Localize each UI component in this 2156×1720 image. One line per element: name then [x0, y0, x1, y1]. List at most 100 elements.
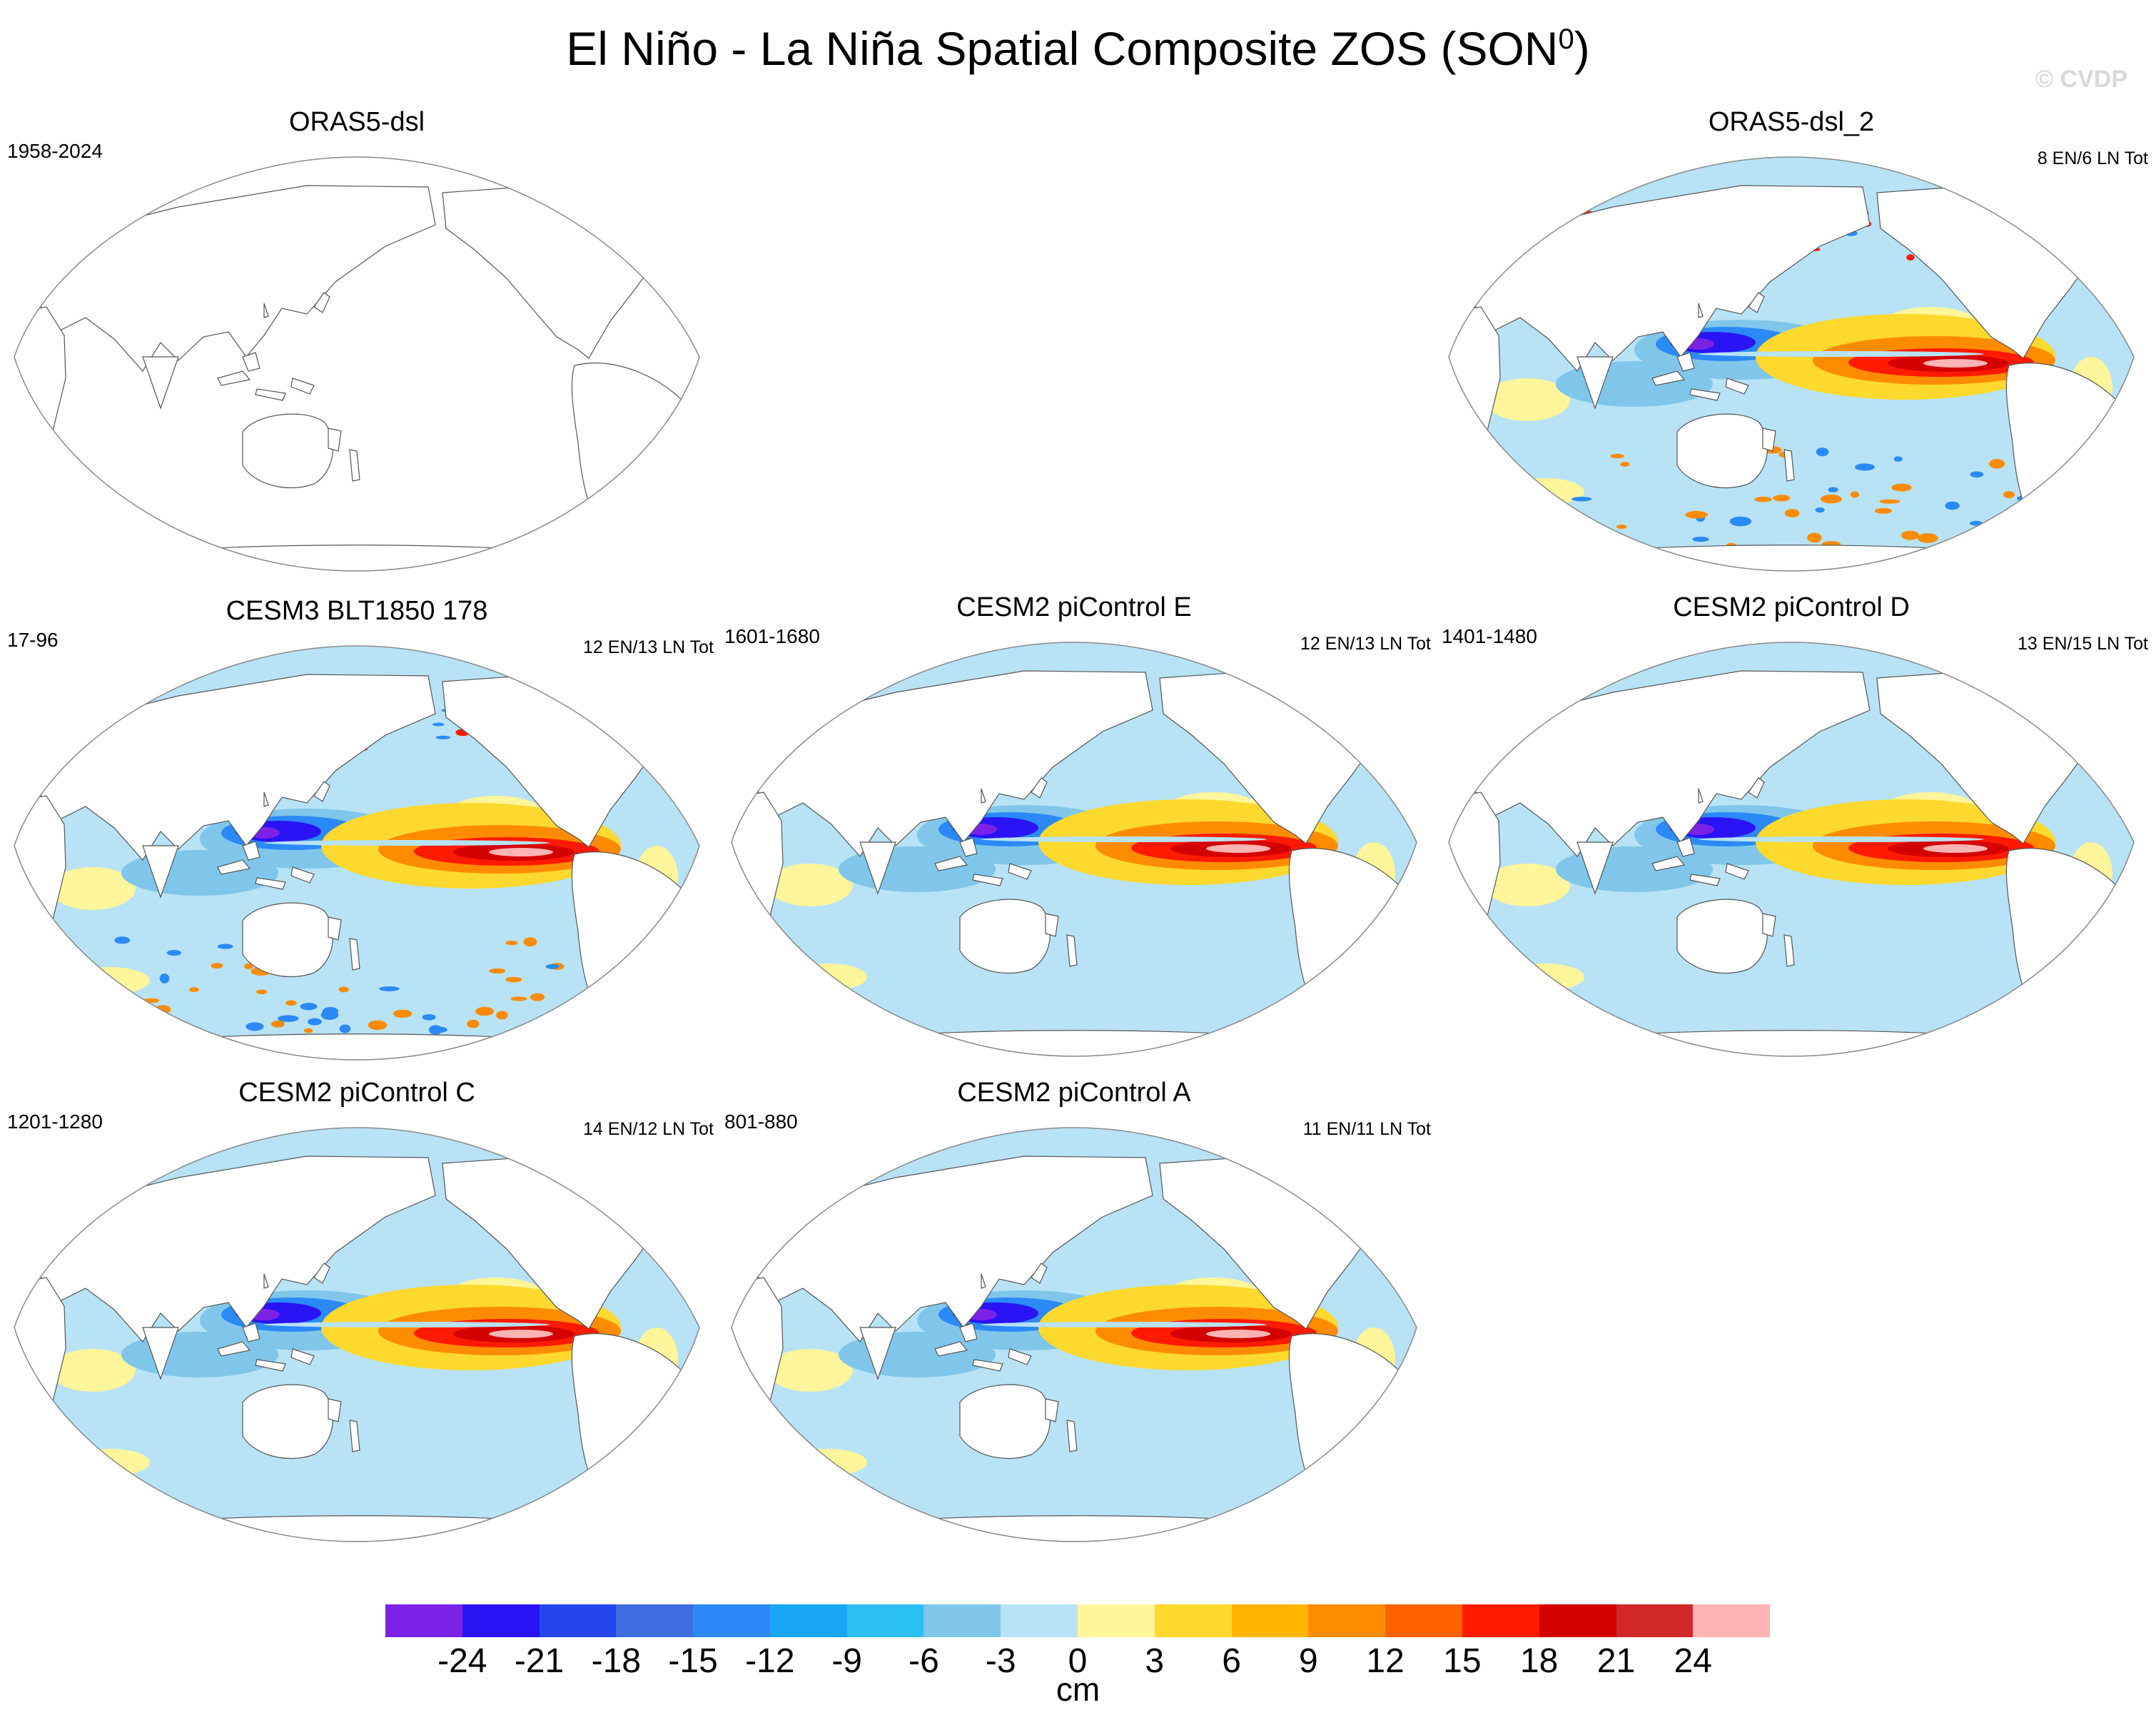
noise-blob	[1571, 497, 1592, 502]
noise-blob	[428, 1025, 442, 1035]
colorbar-swatch	[462, 1604, 540, 1637]
asia-landmass	[752, 670, 1153, 857]
noise-blob	[303, 1028, 313, 1033]
colorbar-tick-label: -3	[985, 1642, 1016, 1680]
noise-blob	[1692, 536, 1709, 542]
south-america-landmass	[1288, 848, 1400, 1014]
greenland-landmass	[620, 171, 682, 229]
africa-landmass	[732, 1277, 784, 1450]
figure-title-text: El Niño - La Niña Spatial Composite ZOS …	[566, 22, 1559, 75]
asia-landmass	[35, 1155, 436, 1342]
robinson-map	[14, 645, 700, 1061]
equatorial-band	[264, 1322, 550, 1327]
noise-blob	[1893, 456, 1903, 462]
island	[290, 866, 315, 884]
noise-blob	[339, 1024, 351, 1033]
colorbar-swatch	[693, 1604, 770, 1637]
greenland-landmass	[2055, 656, 2117, 714]
noise-blob	[475, 1006, 495, 1016]
noise-blob	[217, 944, 233, 949]
noise-blob	[1879, 499, 1901, 504]
noise-blob	[166, 1038, 183, 1044]
noise-blob	[338, 986, 349, 993]
noise-blob	[159, 973, 170, 983]
noise-blob	[1492, 523, 1507, 529]
asia-landmass	[35, 674, 436, 861]
noise-blob	[1620, 461, 1630, 467]
africa-landmass	[14, 795, 66, 968]
noise-blob	[124, 1028, 147, 1036]
island	[1698, 788, 1704, 804]
antarctica-landmass	[134, 545, 580, 571]
noise-blob	[1458, 478, 1475, 488]
positive-anomaly-extreme	[489, 848, 553, 856]
noise-blob	[1496, 483, 1509, 490]
panel-title: ORAS5-dsl_2	[1708, 107, 1875, 137]
colorbar	[385, 1604, 1771, 1637]
colorbar-tick-label: 0	[1068, 1642, 1088, 1680]
africa-landmass	[1449, 791, 1501, 965]
noise-blob	[1729, 516, 1752, 527]
panel-years: 801-880	[724, 1111, 798, 1133]
noise-blob	[1449, 494, 1459, 503]
colorbar-tick-label: 12	[1366, 1642, 1405, 1680]
greenland-landmass	[620, 1141, 682, 1200]
noise-blob	[1457, 487, 1474, 492]
island	[1689, 388, 1721, 401]
robinson-map	[1448, 642, 2135, 1057]
positive-anomaly-extreme	[1206, 844, 1270, 853]
noise-blob	[1807, 532, 1822, 543]
map-panel: CESM3 BLT1850 178 17-96 12 EN/13 LN Tot	[0, 596, 714, 1081]
panel-title: CESM2 piControl E	[956, 592, 1192, 622]
positive-anomaly-patch	[1267, 999, 1331, 1031]
map-border	[14, 1127, 700, 1542]
indian-subcontinent	[142, 356, 179, 410]
island	[1008, 1348, 1032, 1365]
island	[255, 388, 286, 401]
colorbar-unit: cm	[1056, 1671, 1100, 1708]
colorbar-tick-label: -12	[745, 1642, 795, 1680]
noise-blob	[256, 989, 268, 995]
noise-blob	[2084, 484, 2100, 490]
island	[1651, 370, 1686, 386]
antarctica-landmass	[851, 1030, 1297, 1056]
positive-anomaly-patch	[550, 1003, 614, 1035]
colorbar-tick-label: 6	[1222, 1642, 1241, 1680]
asia-landmass	[752, 1155, 1153, 1342]
noise-blob	[1511, 544, 1524, 551]
noise-blob	[635, 1046, 647, 1051]
panel-years: 1601-1680	[724, 625, 820, 647]
asia-landmass	[1469, 185, 1871, 372]
south-america-landmass	[2005, 848, 2117, 1014]
island	[1045, 1398, 1059, 1422]
colorbar-swatch	[1385, 1604, 1462, 1637]
noise-blob	[532, 1038, 552, 1049]
noise-blob	[1669, 556, 1679, 562]
colorbar-swatch	[616, 1604, 694, 1637]
noise-blob	[1456, 480, 1477, 489]
panel-title: CESM2 piControl A	[957, 1078, 1191, 1108]
australia-landmass	[959, 1384, 1051, 1460]
noise-blob	[1815, 507, 1825, 513]
island	[242, 352, 260, 372]
indian-subcontinent	[859, 841, 896, 895]
indian-subcontinent	[142, 1327, 179, 1380]
positive-anomaly-extreme	[489, 1330, 553, 1338]
noise-blob	[2064, 469, 2081, 475]
island	[1045, 913, 1059, 937]
panel-event-count: 13 EN/15 LN Tot	[2018, 634, 2148, 654]
antarctica-landmass	[134, 1033, 580, 1060]
colorbar-tick-label: -21	[514, 1642, 565, 1680]
land-masses	[14, 659, 682, 1060]
noise-blob	[1468, 489, 1479, 500]
robinson-map	[731, 1127, 1417, 1542]
panel-years: 1401-1480	[1442, 625, 1537, 647]
south-america-landmass	[2005, 363, 2117, 529]
equatorial-band	[981, 836, 1267, 842]
south-america-landmass	[571, 851, 682, 1018]
colorbar-swatch	[846, 1604, 924, 1637]
panel-title: ORAS5-dsl	[288, 107, 425, 137]
map-panel: CESM2 piControl D 1401-1480 13 EN/15 LN …	[1434, 592, 2148, 1078]
africa-landmass	[14, 306, 66, 480]
australia-landmass	[959, 899, 1051, 974]
